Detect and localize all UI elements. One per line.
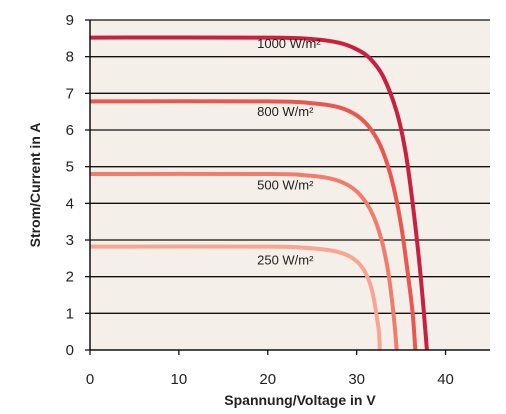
y-tick-label-0: 0 [66, 342, 74, 359]
series-label-1: 800 W/m² [257, 104, 314, 119]
y-tick-label-7: 7 [66, 85, 74, 102]
y-tick-label-5: 5 [66, 159, 74, 176]
x-tick-label-10: 10 [171, 371, 188, 388]
y-tick-label-4: 4 [66, 195, 74, 212]
series-line-1 [89, 99, 418, 351]
series-label-2: 500 W/m² [257, 177, 314, 192]
gridlines [90, 19, 490, 314]
x-axis-title: Spannung/Voltage in V [224, 392, 376, 408]
series-label-0: 1000 W/m² [257, 36, 321, 51]
x-axis-ticks: 0 10 20 30 40 [86, 350, 454, 388]
x-tick-label-20: 20 [259, 371, 276, 388]
series-line-0 [89, 35, 429, 351]
series-labels: 1000 W/m² 800 W/m² 500 W/m² 250 W/m² [257, 36, 321, 267]
y-tick-label-8: 8 [66, 49, 74, 66]
y-tick-label-9: 9 [66, 12, 74, 29]
x-tick-label-0: 0 [86, 371, 94, 388]
series-label-3: 250 W/m² [257, 253, 314, 268]
axes [89, 20, 490, 351]
y-axis-title: Strom/Current in A [27, 123, 43, 248]
x-tick-label-40: 40 [437, 371, 454, 388]
y-axis-ticks: 0 1 2 3 4 5 6 7 8 9 [66, 12, 90, 359]
series-lines [89, 35, 429, 351]
y-tick-label-2: 2 [66, 269, 74, 286]
y-tick-label-6: 6 [66, 122, 74, 139]
series-line-3 [89, 244, 382, 351]
y-tick-label-3: 3 [66, 232, 74, 249]
x-tick-label-30: 30 [348, 371, 365, 388]
y-tick-label-1: 1 [66, 305, 74, 322]
series-line-2 [89, 171, 399, 351]
